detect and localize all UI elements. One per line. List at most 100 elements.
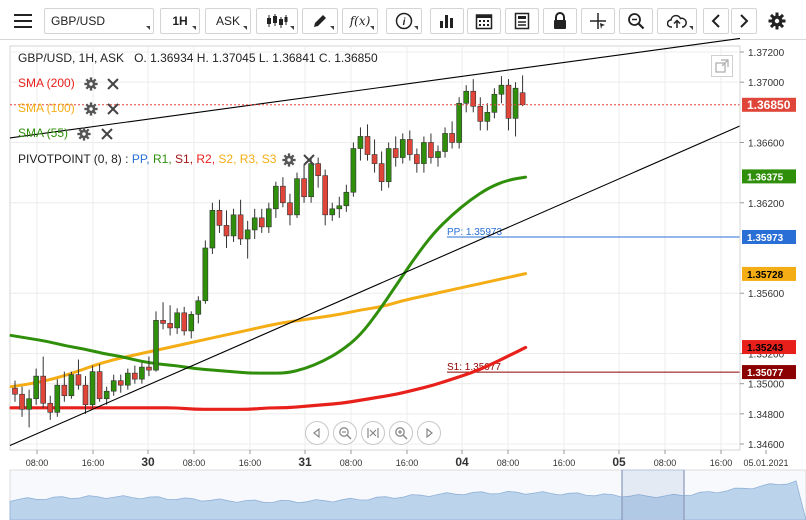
price-tag: 1.35077 bbox=[742, 365, 796, 380]
volume-button[interactable] bbox=[430, 8, 464, 34]
zoom-button[interactable] bbox=[619, 8, 653, 34]
gear-icon[interactable] bbox=[77, 127, 91, 141]
gear-icon[interactable] bbox=[282, 153, 296, 167]
navigator-area bbox=[9, 480, 806, 520]
hamburger-menu-button[interactable] bbox=[8, 8, 38, 34]
pivot-item-r2: R2, bbox=[196, 152, 216, 166]
reset-zoom-button[interactable] bbox=[361, 421, 385, 445]
candle bbox=[125, 368, 131, 390]
candle bbox=[287, 193, 293, 226]
close-icon[interactable] bbox=[107, 78, 120, 90]
timeframe-button[interactable]: 1H bbox=[160, 8, 200, 34]
candle-body bbox=[195, 300, 202, 315]
candle bbox=[336, 196, 343, 218]
pivot-item-s2: S2, bbox=[218, 152, 237, 166]
function-icon: f(x) bbox=[349, 14, 371, 28]
time-tick-label: 05.01.2021 bbox=[743, 458, 788, 468]
candle-body bbox=[244, 229, 251, 240]
navigator-window-handle[interactable] bbox=[621, 469, 685, 520]
candle-body bbox=[435, 151, 441, 158]
info-button[interactable]: i bbox=[386, 8, 422, 34]
zoom-out-button[interactable] bbox=[333, 421, 357, 445]
lock-button[interactable] bbox=[543, 8, 577, 34]
candle bbox=[68, 371, 75, 399]
fullscreen-button[interactable] bbox=[711, 55, 733, 77]
candle-body bbox=[19, 393, 25, 410]
pivot-line-label: S1: 1.35077 bbox=[447, 362, 501, 373]
candle bbox=[428, 133, 434, 164]
candle-body bbox=[519, 92, 526, 106]
navigator[interactable] bbox=[9, 469, 806, 520]
zoom-in-button[interactable] bbox=[389, 421, 413, 445]
candle-body bbox=[322, 175, 329, 216]
candle bbox=[82, 376, 89, 414]
candle bbox=[512, 82, 519, 137]
gear-icon[interactable] bbox=[84, 102, 98, 116]
time-tick-label: 16:00 bbox=[82, 458, 105, 468]
candle-body bbox=[287, 202, 293, 216]
time-tick-label: 08:00 bbox=[497, 458, 520, 468]
candle bbox=[40, 356, 47, 408]
close-icon[interactable] bbox=[100, 128, 113, 140]
price-tag: 1.35243 bbox=[742, 340, 796, 355]
low-value: L. 1.36841 bbox=[258, 51, 316, 65]
candle-body bbox=[371, 154, 378, 164]
candle-body bbox=[103, 390, 110, 400]
crosshair-button[interactable] bbox=[581, 8, 615, 34]
triangle-right-icon bbox=[426, 428, 433, 438]
indicator-sma-100: SMA (100) bbox=[18, 101, 120, 116]
indicator-label: SMA (55) bbox=[18, 126, 69, 140]
scroll-left-button[interactable] bbox=[703, 8, 729, 34]
draw-tool-button[interactable] bbox=[302, 8, 338, 34]
price-type-button[interactable]: ASK bbox=[205, 8, 251, 34]
symbol-input[interactable]: GBP/USD bbox=[44, 8, 154, 34]
candle-body bbox=[167, 323, 173, 329]
close-icon[interactable] bbox=[107, 103, 120, 115]
candle-body bbox=[139, 366, 145, 380]
indicators-button[interactable]: f(x) bbox=[342, 8, 378, 34]
candle-body bbox=[421, 142, 427, 164]
gear-icon[interactable] bbox=[84, 77, 98, 91]
price-tag-box bbox=[742, 365, 796, 380]
price-tag-box bbox=[742, 266, 796, 281]
trendlines[interactable] bbox=[9, 37, 741, 446]
trendline[interactable] bbox=[9, 125, 741, 446]
close-value: C. 1.36850 bbox=[318, 51, 378, 65]
candle-body bbox=[357, 136, 364, 149]
candle-body bbox=[301, 178, 307, 198]
pivot-item-pp: PP, bbox=[131, 152, 150, 166]
cloud-upload-button[interactable] bbox=[657, 8, 697, 34]
candle bbox=[174, 308, 180, 334]
chart-type-button[interactable] bbox=[256, 8, 298, 34]
news-button[interactable] bbox=[505, 8, 539, 34]
price-tag-label: 1.35728 bbox=[747, 270, 784, 281]
zoom-out-icon bbox=[339, 427, 352, 440]
pan-right-button[interactable] bbox=[417, 421, 441, 445]
cloud-upload-icon bbox=[667, 14, 687, 28]
pivot-item-r1: R1, bbox=[152, 152, 172, 166]
time-tick-label: 16:00 bbox=[710, 458, 733, 468]
close-icon[interactable] bbox=[303, 154, 315, 166]
candle-body bbox=[258, 217, 265, 228]
pair-info: GBP/USD, 1H, ASK bbox=[18, 51, 125, 65]
pan-left-button[interactable] bbox=[305, 421, 329, 445]
scroll-right-button[interactable] bbox=[731, 8, 757, 34]
caret-icon bbox=[330, 26, 334, 30]
candle-body bbox=[68, 374, 75, 397]
candle-body bbox=[146, 366, 152, 371]
price-tags: 1.36850 1.36375 1.35973 1.35728 1.35243 1.350… bbox=[742, 97, 796, 380]
candle-body bbox=[463, 90, 470, 104]
candle-body bbox=[280, 185, 286, 204]
indicator-label: SMA (100) bbox=[18, 101, 75, 115]
candle-body bbox=[61, 384, 68, 397]
trendline[interactable] bbox=[9, 37, 741, 139]
time-tick-label: 16:00 bbox=[553, 458, 576, 468]
calendar-button[interactable] bbox=[467, 8, 501, 34]
time-tick-label: 08:00 bbox=[340, 458, 363, 468]
settings-button[interactable] bbox=[763, 8, 791, 34]
candle-body bbox=[237, 214, 244, 240]
candle-body bbox=[512, 87, 519, 119]
pivot-lines: PP: 1.35973 S1: 1.35077 bbox=[447, 227, 740, 373]
price-tag: 1.36850 bbox=[742, 97, 796, 112]
